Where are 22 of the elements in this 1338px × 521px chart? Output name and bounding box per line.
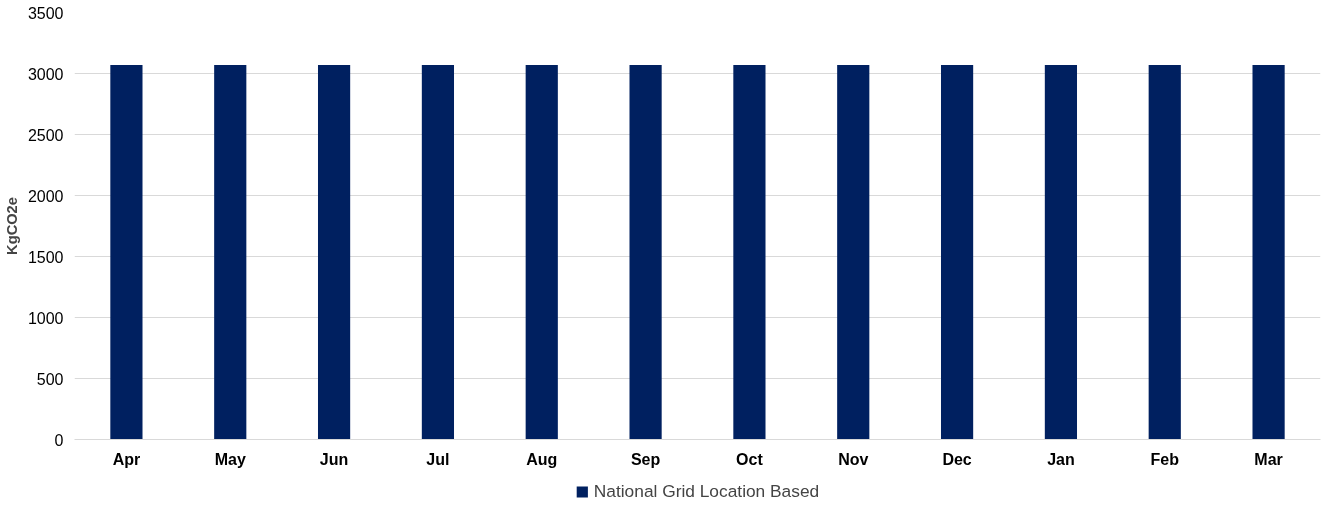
y-tick-label: 0: [54, 431, 64, 449]
x-tick-label: Jun: [319, 450, 349, 468]
y-tick-label: 2000: [27, 187, 64, 205]
x-tick-label: Apr: [112, 450, 141, 468]
y-axis-title: KgCO2e: [3, 197, 20, 255]
legend-label: National Grid Location Based: [593, 480, 820, 502]
x-tick-label: Nov: [838, 450, 869, 468]
x-tick-label: Feb: [1150, 450, 1180, 468]
y-tick-label: 2500: [27, 126, 64, 144]
x-tick-label: Jan: [1047, 450, 1075, 468]
y-tick-label: 3500: [27, 4, 64, 22]
y-tick-label: 500: [36, 370, 64, 388]
x-tick-label: Jul: [426, 450, 450, 468]
y-tick-label: 1500: [27, 248, 64, 266]
x-tick-label: Mar: [1254, 450, 1283, 468]
x-tick-label: Sep: [630, 450, 661, 468]
y-tick-label: 3000: [27, 65, 64, 83]
y-tick-label: 1000: [27, 309, 64, 327]
x-tick-label: Dec: [942, 450, 972, 468]
x-tick-label: Oct: [736, 450, 764, 468]
x-tick-label: Aug: [526, 450, 558, 468]
x-tick-label: May: [214, 450, 246, 468]
